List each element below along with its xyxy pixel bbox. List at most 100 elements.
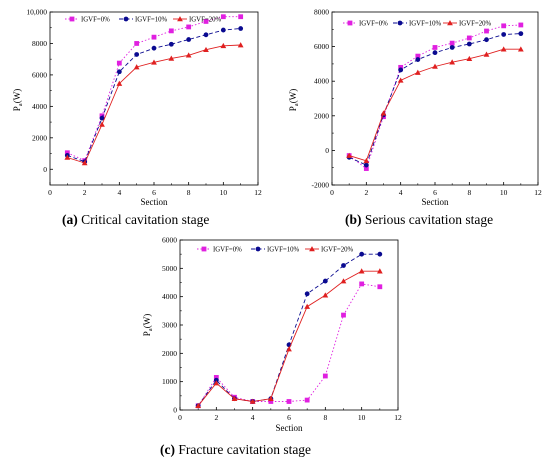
b-data-point-2 (380, 110, 387, 116)
c-data-point-1 (359, 251, 365, 257)
c-data-point-2 (267, 395, 274, 401)
a-y-axis-label-sub: a (17, 103, 24, 106)
a-series-line-0 (67, 16, 241, 162)
b-data-point-2 (397, 77, 404, 83)
a-data-point-0 (151, 34, 157, 40)
c-y-axis-label-sub: a (147, 328, 154, 331)
c-legend-marker-2 (309, 246, 315, 252)
b-data-point-2 (466, 55, 473, 62)
a-data-point-0 (238, 14, 244, 20)
c-data-point-0 (304, 397, 310, 403)
chart-critical-cavitation: 0 2 4 6 8 10 12 0 2000 4000 6000 8000 10,000 Section P… (12, 8, 262, 208)
b-data-point-0 (466, 35, 472, 41)
c-data-point-0 (268, 399, 274, 404)
a-data-point-2 (116, 80, 123, 86)
b-data-point-0 (484, 28, 489, 34)
b-data-point-1 (449, 45, 455, 50)
c-legend-label-0: IGVF=0% (213, 247, 242, 254)
c-x-tick-label: 0 (178, 413, 182, 422)
c-plot-frame (179, 239, 399, 411)
b-data-point-2 (500, 46, 507, 52)
caption-c: (c) Fracture cavitation stage (160, 442, 311, 458)
b-data-point-1 (432, 50, 438, 56)
c-data-point-2 (340, 278, 347, 284)
a-data-point-1 (99, 115, 105, 121)
a-legend-marker-1 (123, 16, 129, 22)
b-data-point-0 (518, 22, 524, 28)
b-x-axis-label: Section (422, 197, 449, 207)
a-y-tick-label: 4000 (32, 102, 47, 111)
b-data-point-2 (363, 157, 370, 164)
b-data-point-0 (363, 166, 369, 171)
a-data-point-0 (220, 14, 226, 20)
a-data-point-2 (185, 52, 192, 58)
caption-a-letter: (a) (62, 212, 78, 227)
c-y-axis-label: Pa(W) (142, 314, 154, 336)
a-y-axis-label: Pa(W) (12, 89, 24, 111)
b-y-tick-label: 0 (325, 146, 329, 155)
chart-serious-cavitation: 0 2 4 6 8 10 12-200002000400060008000SectionPa… (288, 8, 542, 208)
a-x-tick-label: 2 (83, 188, 87, 197)
b-y-tick-label: 8000 (314, 8, 329, 17)
c-x-tick-label: 10 (358, 413, 366, 422)
c-legend-label-1: IGVF=10% (267, 247, 299, 254)
b-data-point-1 (518, 31, 524, 37)
c-data-point-1 (322, 278, 328, 284)
b-data-point-0 (432, 45, 438, 50)
a-x-tick-label: 12 (254, 188, 262, 197)
a-legend-label-1: IGVF=10% (135, 17, 167, 24)
a-y-tick-label: 8000 (32, 39, 47, 48)
b-data-point-0 (398, 64, 404, 70)
c-data-point-2 (304, 303, 311, 309)
b-data-point-1 (415, 57, 421, 62)
b-data-point-2 (432, 63, 438, 69)
caption-c-letter: (c) (160, 442, 175, 457)
a-data-point-2 (220, 42, 227, 49)
b-x-tick-label: 10 (500, 188, 508, 197)
b-y-axis-label-sub: a (293, 103, 300, 106)
c-y-axis-label-main: P (142, 331, 152, 336)
a-x-tick-label: 0 (48, 188, 52, 197)
c-x-tick-label: 12 (394, 413, 402, 422)
c-series-line-1 (197, 253, 380, 407)
b-x-tick-label: 8 (467, 188, 471, 197)
b-data-point-1 (484, 37, 489, 43)
a-data-point-1 (186, 37, 192, 42)
c-legend-marker-1 (255, 246, 261, 252)
c-x-tick-label: 6 (287, 413, 291, 422)
b-y-axis-label-main: P (288, 106, 298, 111)
c-data-point-0 (286, 399, 292, 404)
b-data-point-2 (483, 51, 490, 57)
c-data-point-2 (195, 402, 202, 409)
b-x-tick-label: 12 (534, 188, 542, 197)
b-data-point-1 (363, 162, 369, 168)
c-data-point-0 (322, 373, 328, 379)
a-legend-marker-2 (177, 16, 183, 22)
b-data-point-1 (398, 67, 404, 73)
caption-b-text: Serious cavitation stage (361, 212, 494, 227)
a-data-point-2 (151, 59, 157, 65)
c-series-line-2 (197, 270, 380, 407)
c-x-tick-label: 8 (323, 413, 327, 422)
a-x-tick-label: 8 (187, 188, 191, 197)
a-data-point-1 (116, 69, 122, 75)
caption-b-letter: (b) (345, 212, 362, 227)
a-data-point-2 (81, 160, 88, 166)
a-y-tick-label: 6000 (32, 70, 47, 79)
c-y-tick-label: 1000 (162, 377, 177, 386)
c-y-tick-label: 2000 (162, 349, 177, 358)
c-data-point-1 (304, 291, 310, 297)
c-data-point-2 (376, 268, 383, 274)
b-data-point-1 (501, 32, 507, 37)
b-x-tick-label: 0 (330, 188, 334, 197)
c-data-point-2 (231, 395, 238, 401)
a-data-point-0 (168, 28, 174, 34)
a-data-point-0 (64, 150, 70, 156)
b-data-point-2 (346, 152, 353, 158)
a-data-point-2 (64, 154, 71, 160)
c-data-point-2 (213, 380, 220, 386)
c-x-tick-label: 4 (251, 413, 255, 422)
b-data-point-2 (414, 69, 421, 75)
a-data-point-1 (203, 32, 209, 38)
c-data-point-0 (359, 281, 365, 287)
